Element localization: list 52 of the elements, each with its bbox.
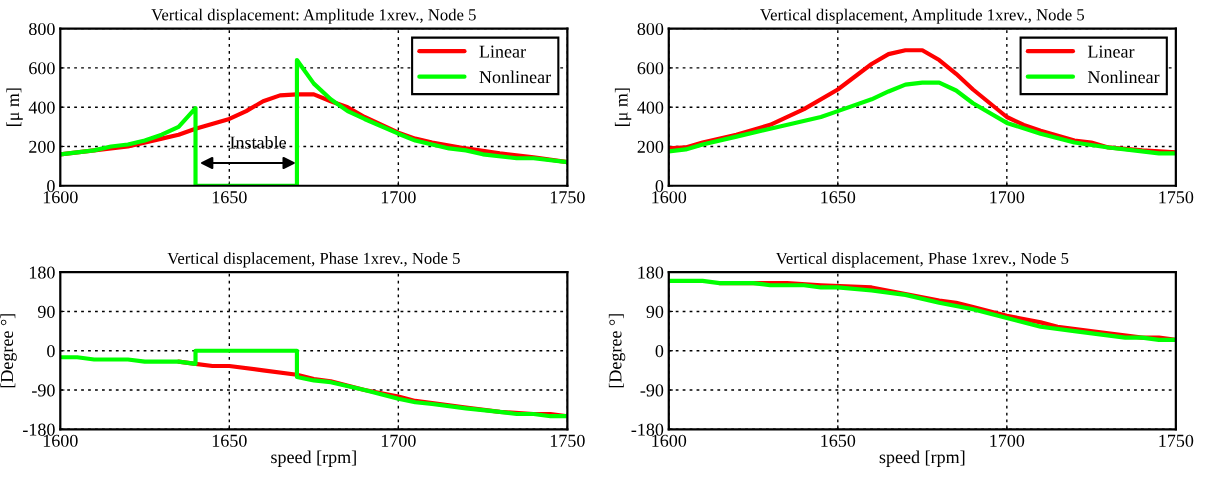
y-tick-label: 800: [29, 22, 55, 36]
chart-title: Vertical displacement: Amplitude 1xrev., Node 5: [151, 8, 476, 24]
x-tick-label: 1750: [1159, 191, 1194, 204]
x-tick-label: 1650: [821, 191, 856, 204]
x-tick-label: 1600: [43, 434, 78, 447]
y-tick-label: 200: [637, 140, 664, 153]
y-axis-title: [Degree °]: [608, 314, 626, 388]
y-tick-label: -90: [640, 384, 664, 397]
y-tick-label: 400: [637, 101, 664, 114]
x-tick-label: 1700: [381, 191, 416, 204]
x-axis-title: speed [rpm]: [271, 450, 356, 467]
y-tick-label: 0: [47, 180, 55, 193]
annotation: Instable: [230, 135, 287, 149]
legend-label: Linear: [1087, 45, 1135, 58]
y-tick-label: 600: [637, 62, 664, 75]
x-tick-label: 1700: [990, 191, 1025, 204]
y-axis-title: [Degree °]: [0, 314, 17, 388]
x-tick-label: 1750: [550, 191, 585, 204]
x-tick-label: 1600: [43, 191, 78, 204]
x-tick-label: 1700: [381, 434, 416, 447]
chart-title: Vertical displacement, Amplitude 1xrev., Node 5: [760, 8, 1085, 24]
x-tick-label: 1600: [652, 434, 687, 447]
x-tick-label: 1600: [652, 191, 687, 204]
legend-label: Linear: [479, 45, 526, 58]
chart-title: Vertical displacement, Phase 1xrev., Node 5: [775, 252, 1069, 268]
x-tick-label: 1650: [212, 434, 247, 447]
y-axis-title: [μ m]: [614, 88, 632, 126]
legend-label: Nonlinear: [1087, 70, 1160, 84]
y-tick-label: 0: [47, 344, 55, 358]
y-tick-label: -180: [631, 423, 664, 436]
x-tick-label: 1750: [550, 434, 585, 447]
y-tick-label: 600: [29, 62, 55, 75]
y-tick-label: 90: [646, 305, 664, 318]
line-series: [60, 348, 568, 419]
y-tick-label: 200: [29, 140, 55, 153]
x-tick-label: 1650: [212, 191, 247, 204]
y-tick-label: 800: [637, 22, 664, 36]
y-tick-label: 0: [655, 180, 664, 193]
x-tick-label: 1650: [821, 434, 856, 447]
x-tick-label: 1750: [1159, 434, 1194, 447]
y-tick-label: 180: [29, 266, 55, 279]
y-tick-label: 0: [655, 344, 664, 358]
legend-label: Nonlinear: [479, 70, 551, 84]
y-tick-label: 180: [638, 266, 664, 279]
chart-title: Vertical displacement, Phase 1xrev., Node 5: [167, 252, 460, 268]
y-tick-label: -90: [32, 384, 55, 397]
x-axis-title: speed [rpm]: [879, 450, 965, 467]
y-tick-label: -180: [23, 423, 55, 436]
x-tick-label: 1700: [990, 434, 1025, 447]
y-tick-label: 90: [37, 305, 55, 318]
y-axis-title: [μ m]: [6, 88, 23, 126]
y-tick-label: 400: [28, 101, 55, 114]
